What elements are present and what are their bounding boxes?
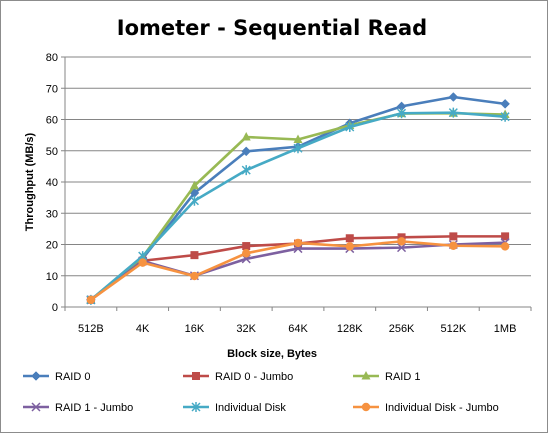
y-tick-label: 70 bbox=[46, 83, 58, 95]
data-point bbox=[241, 146, 252, 157]
legend-entry: RAID 1 - Jumbo bbox=[23, 402, 133, 414]
legend-label: RAID 0 bbox=[55, 371, 90, 383]
data-point bbox=[189, 180, 199, 190]
data-point bbox=[449, 232, 458, 241]
data-point bbox=[293, 134, 303, 143]
data-point bbox=[448, 92, 459, 102]
data-point bbox=[500, 111, 510, 122]
series-raid-0 bbox=[86, 92, 510, 305]
legend-marker bbox=[191, 402, 201, 412]
series-individual-disk-jumbo bbox=[86, 237, 510, 305]
x-tick-label: 4K bbox=[136, 323, 150, 335]
series-line bbox=[90, 95, 506, 301]
data-point bbox=[86, 295, 96, 305]
data-point bbox=[449, 241, 458, 250]
data-point bbox=[190, 271, 199, 281]
x-tick-label: 128K bbox=[337, 323, 363, 335]
data-point bbox=[242, 242, 251, 251]
y-tick-label: 40 bbox=[46, 177, 58, 189]
series-line bbox=[90, 240, 506, 301]
data-point bbox=[241, 132, 251, 141]
series-line bbox=[90, 241, 506, 301]
y-tick-label: 50 bbox=[46, 146, 58, 158]
x-tick-label: 64K bbox=[288, 323, 308, 335]
legend: RAID 0 RAID 0 - Jumbo RAID 1 RAID 1 - Jumbo… bbox=[23, 371, 499, 414]
x-tick-label: 32K bbox=[236, 323, 256, 335]
legend-marker bbox=[361, 402, 371, 412]
x-tick-label: 16K bbox=[185, 323, 205, 335]
x-tick-label: 1MB bbox=[494, 323, 517, 335]
data-point bbox=[345, 242, 354, 251]
y-tick-label: 60 bbox=[46, 115, 58, 127]
series-raid-1 bbox=[86, 108, 510, 304]
legend-entry: RAID 0 bbox=[23, 371, 90, 383]
data-point bbox=[293, 143, 303, 154]
x-tick-label: 512B bbox=[78, 323, 104, 335]
legend-entry: Individual Disk bbox=[183, 402, 286, 414]
legend-marker bbox=[361, 371, 371, 380]
data-point bbox=[293, 238, 303, 248]
data-point bbox=[448, 107, 458, 118]
data-point bbox=[501, 232, 510, 241]
x-axis-title: Block size, Bytes bbox=[227, 348, 317, 360]
data-point bbox=[500, 242, 510, 251]
data-point bbox=[345, 122, 355, 132]
chart-title: Iometer - Sequential Read bbox=[117, 16, 427, 40]
legend-marker bbox=[31, 371, 41, 381]
data-point bbox=[190, 251, 199, 260]
x-tick-label: 512K bbox=[440, 323, 466, 335]
y-tick-label: 0 bbox=[52, 302, 58, 314]
x-tick-label: 256K bbox=[389, 323, 415, 335]
legend-label: RAID 1 - Jumbo bbox=[55, 402, 133, 414]
y-tick-label: 30 bbox=[46, 208, 58, 220]
y-tick-label: 10 bbox=[46, 271, 58, 283]
data-point bbox=[397, 243, 407, 253]
y-axis-title: Throughput (MB/s) bbox=[24, 132, 36, 231]
legend-entry: RAID 0 - Jumbo bbox=[183, 371, 293, 383]
y-tick-label: 80 bbox=[46, 52, 58, 64]
legend-entry: Individual Disk - Jumbo bbox=[353, 402, 499, 414]
legend-marker bbox=[31, 402, 41, 412]
legend-marker bbox=[192, 372, 200, 380]
data-point bbox=[397, 108, 407, 119]
legend-entry: RAID 1 bbox=[353, 371, 420, 383]
data-point bbox=[241, 165, 251, 176]
data-point bbox=[500, 99, 510, 109]
data-point bbox=[189, 195, 199, 206]
legend-label: Individual Disk bbox=[215, 402, 286, 414]
data-point bbox=[345, 234, 354, 243]
data-point bbox=[242, 249, 251, 258]
plot-area: 0 10 20 30 40 50 60 70 80 512B 4K 16K 32K 64K 128K 256K… bbox=[46, 52, 532, 335]
legend-label: Individual Disk - Jumbo bbox=[385, 402, 499, 414]
y-tick-label: 20 bbox=[46, 240, 58, 252]
legend-label: RAID 0 - Jumbo bbox=[215, 371, 293, 383]
data-point bbox=[138, 258, 147, 267]
data-point bbox=[397, 237, 406, 246]
legend-label: RAID 1 bbox=[385, 371, 420, 383]
